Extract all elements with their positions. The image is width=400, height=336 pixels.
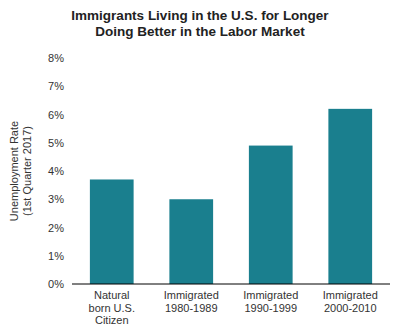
y-label: Unemployment Rate(1st Quarter 2017) [8,121,33,221]
x-tick-label-line: Immigrated [323,289,378,301]
y-tick-label: 2% [48,222,64,234]
x-axis-line [72,284,390,285]
chart: Immigrants Living in the U.S. for Longer… [0,0,400,336]
y-tick-label: 7% [48,80,64,92]
x-tick-label: Immigrated1990-1999 [243,289,298,314]
x-tick-label-line: 1990-1999 [244,302,297,314]
y-tick-label: 8% [48,52,64,64]
y-tick-label: 5% [48,137,64,149]
y-tick-label: 6% [48,109,64,121]
y-tick-label: 3% [48,193,64,205]
x-tick-label-line: born U.S. [89,302,135,314]
x-tick-label: Immigrated1980-1989 [164,289,219,314]
y-tick-label: 4% [48,165,64,177]
bars [90,109,372,284]
y-axis: 0% 1% 2% 3% 4% 5% 6% 7% 8% [48,52,64,290]
x-tick-label-line: Immigrated [164,289,219,301]
x-tick-label-line: Immigrated [243,289,298,301]
bar [249,146,293,284]
bar [90,179,134,284]
y-tick-label: 0% [48,278,64,290]
x-tick-label-line: Citizen [95,314,129,326]
x-tick-label-line: 2000-2010 [324,302,377,314]
x-tick-label: Immigrated2000-2010 [323,289,378,314]
x-tick-label: Naturalborn U.S.Citizen [89,289,135,326]
title: Immigrants Living in the U.S. for Longer… [71,8,329,39]
y-label-line: (1st Quarter 2017) [21,126,33,216]
x-axis: Naturalborn U.S.CitizenImmigrated1980-19… [89,289,378,326]
title-line: Doing Better in the Labor Market [95,24,305,39]
x-tick-label-line: Natural [94,289,129,301]
bar [328,109,372,284]
bar [169,199,213,284]
y-tick-label: 1% [48,250,64,262]
y-label-line: Unemployment Rate [8,121,20,221]
y-label-group: Unemployment Rate(1st Quarter 2017) [8,121,33,221]
x-tick-label-line: 1980-1989 [165,302,218,314]
title-line: Immigrants Living in the U.S. for Longer [71,8,329,23]
